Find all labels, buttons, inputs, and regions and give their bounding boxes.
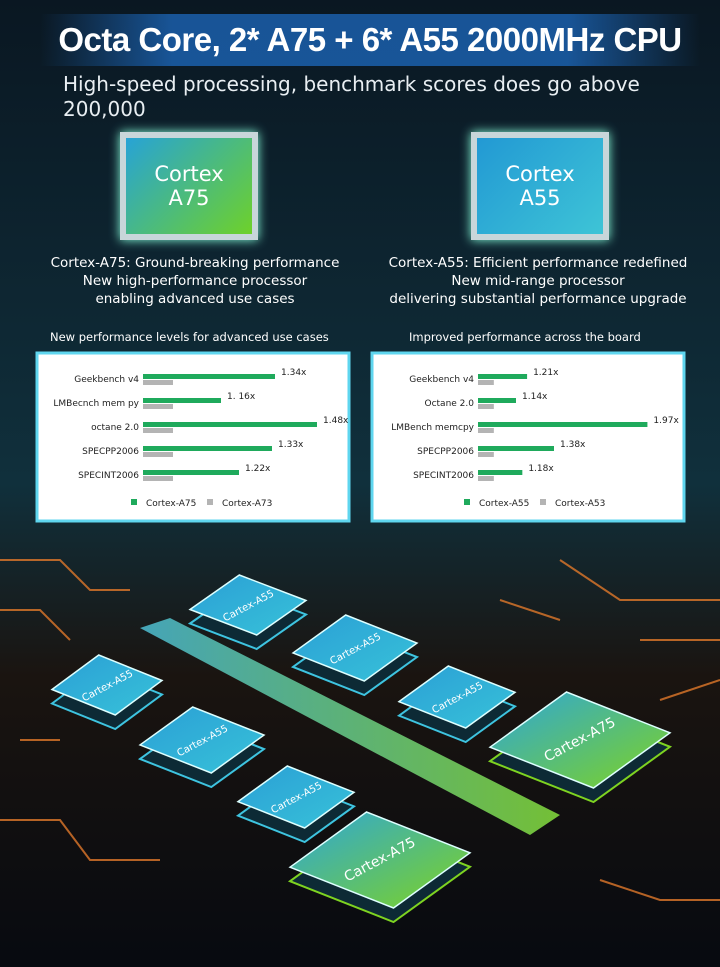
value-label: 1.38x (560, 440, 586, 450)
category-label: SPECINT2006 (78, 471, 139, 481)
bar (143, 404, 173, 409)
bar (143, 446, 272, 451)
category-label: SPECINT2006 (413, 471, 474, 481)
desc-line: enabling advanced use cases (95, 291, 295, 307)
bar (478, 452, 494, 457)
chart-title: New performance levels for advanced use … (50, 330, 329, 344)
charts: New performance levels for advanced use … (50, 330, 679, 509)
category-label: octane 2.0 (91, 423, 139, 433)
value-label: 1.22x (245, 464, 271, 474)
bar (478, 404, 494, 409)
value-label: 1.18x (528, 464, 554, 474)
core-description: Cortex-A75: Ground-breaking performance … (25, 254, 365, 308)
desc-line: Cortex-A55: Efficient performance redefi… (388, 255, 688, 271)
badge-line: Cortex (154, 162, 224, 186)
legend-swatch (540, 499, 546, 505)
badge-line: A75 (168, 186, 210, 210)
desc-line: New high-performance processor (82, 273, 308, 289)
value-label: 1. 16x (227, 392, 256, 402)
category-label: SPECPP2006 (417, 447, 474, 457)
category-label: Geekbench v4 (74, 375, 139, 385)
core-badge: Cortex A55 (471, 132, 609, 240)
bar (143, 428, 173, 433)
bar (478, 380, 494, 385)
core-badge: Cortex A75 (120, 132, 258, 240)
value-label: 1.48x (323, 416, 349, 426)
chip-top (236, 765, 356, 829)
legend-swatch (131, 499, 137, 505)
chart-title: Improved performance across the board (409, 330, 641, 344)
bar (478, 398, 516, 403)
value-label: 1.97x (653, 416, 679, 426)
chip-top (397, 665, 517, 729)
bar (143, 470, 239, 475)
category-label: LMBench memcpy (391, 423, 474, 433)
bar (143, 380, 173, 385)
chip-top (488, 691, 672, 789)
title: Octa Core, 2* A75 + 6* A55 2000MHz CPU (40, 14, 700, 66)
chip-top (291, 614, 419, 682)
legend-label: Cortex-A75 (146, 499, 196, 509)
bar (478, 422, 648, 427)
subtitle: High-speed processing, benchmark scores … (63, 72, 640, 121)
value-label: 1.14x (522, 392, 548, 402)
badge-line: Cortex (505, 162, 575, 186)
bar (143, 452, 173, 457)
chart-panel (35, 351, 351, 523)
legend-label: Cortex-A53 (555, 499, 605, 509)
legend-label: Cortex-A73 (222, 499, 272, 509)
value-label: 1.21x (533, 368, 559, 378)
category-label: Geekbench v4 (409, 375, 474, 385)
value-label: 1.34x (281, 368, 307, 378)
bar (143, 422, 317, 427)
badge-line: A55 (519, 186, 561, 210)
chart-panel (370, 351, 686, 523)
chip-top (288, 811, 472, 909)
chip-top (50, 654, 164, 716)
category-label: Octane 2.0 (425, 399, 475, 409)
legend-swatch (207, 499, 213, 505)
value-label: 1.33x (278, 440, 304, 450)
desc-line: Cortex-A75: Ground-breaking performance (50, 255, 340, 271)
legend-swatch (464, 499, 470, 505)
bus (140, 618, 560, 835)
bar (478, 446, 554, 451)
chip-top (188, 574, 308, 636)
bar (478, 374, 528, 379)
core-description: Cortex-A55: Efficient performance redefi… (368, 254, 708, 308)
circuit-traces (0, 559, 720, 901)
bar (478, 428, 494, 433)
desc-line: delivering substantial performance upgra… (389, 291, 687, 307)
bar (143, 476, 173, 481)
bar (143, 374, 275, 379)
bar (478, 470, 523, 475)
desc-line: New mid-range processor (451, 273, 625, 289)
bar (143, 398, 221, 403)
category-label: SPECPP2006 (82, 447, 139, 457)
category-label: LMBecnch mem py (53, 399, 139, 409)
legend-label: Cortex-A55 (479, 499, 529, 509)
bar (478, 476, 494, 481)
chip-top (138, 706, 266, 774)
